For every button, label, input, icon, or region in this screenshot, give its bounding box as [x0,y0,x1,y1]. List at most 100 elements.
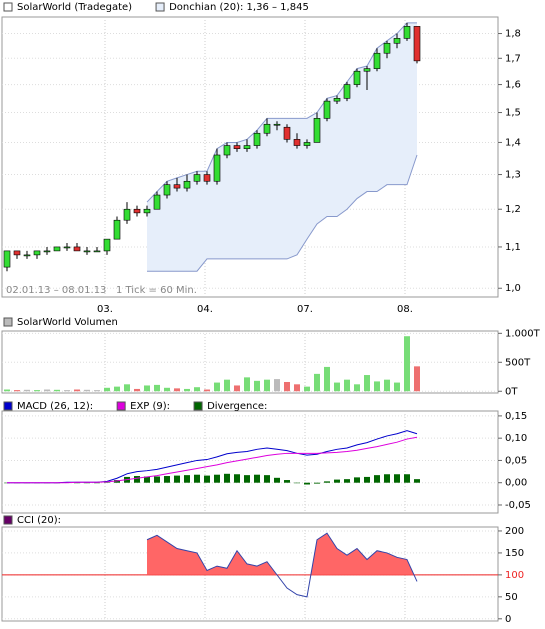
candle-body [343,84,351,99]
volume-bar [324,366,330,392]
legend-label: CCI (20): [17,515,61,526]
divergence-bar [394,474,400,483]
divergence-bar [194,474,200,483]
volume-bar [314,373,320,392]
volume-bar [264,379,270,392]
divergence-bar [84,482,90,484]
y-tick-label: 1,7 [505,53,521,64]
y-tick-label: 1,4 [505,137,521,148]
divergence-bar [264,475,270,483]
volume-bar [54,389,60,392]
volume-bar [134,388,140,392]
divergence-bar [204,475,210,483]
volume-bar [124,384,130,392]
divergence-bar [414,479,420,483]
y-tick-label: 150 [505,548,524,559]
y-tick-label: 50 [505,592,518,603]
y-tick-label: 0T [505,386,518,397]
y-tick-label: 0,10 [505,433,527,444]
divergence-bar [364,476,370,483]
volume-bar [34,390,40,392]
volume-bar [64,390,70,392]
candle-body [103,238,111,252]
y-tick-label: 1,0 [505,283,521,294]
divergence-bar [314,482,320,484]
volume-bar [84,389,90,392]
candle-body [383,42,391,54]
y-tick-label: 0,15 [505,411,527,422]
divergence-bar [144,476,150,483]
candle-body [323,100,331,119]
legend-swatch [3,2,13,12]
candle-body [133,208,141,214]
volume-bar [144,385,150,392]
divergence-bar [224,473,230,483]
divergence-bar [254,474,260,483]
legend-swatch [3,515,13,525]
divergence-bar [294,482,300,484]
volume-bar [114,386,120,392]
candle-body [413,26,421,62]
divergence-bar [214,474,220,483]
divergence-bar [74,482,80,484]
volume-bar [284,381,290,392]
candle-body [183,180,191,189]
candle-body [243,145,251,149]
volume-bar [374,381,380,392]
candle-body [393,38,401,44]
candle-body [43,250,51,253]
divergence-bar [374,475,380,483]
candle-body [353,70,361,85]
y-tick-label: 1,1 [505,242,521,253]
annotation: 02.01.13 – 08.01.13 1 Tick = 60 Min. [6,285,197,296]
volume-bar [244,377,250,392]
volume-bar [24,389,30,392]
candle-body [73,246,81,252]
y-tick-label: -0,05 [505,500,531,511]
divergence-bar [104,482,110,483]
legend-label: EXP (9): [130,401,170,412]
divergence-bar [334,479,340,483]
divergence-bar [164,476,170,483]
candle-body [333,98,341,102]
candle-body [293,139,301,146]
volume-bar [14,390,20,392]
divergence-bar [184,475,190,483]
volume-bar [44,389,50,392]
y-tick-label: 1,2 [505,204,521,215]
candle-body [253,132,261,146]
divergence-bar [94,482,100,484]
candle-body [223,145,231,156]
cci-line [146,532,418,598]
divergence-bar [234,474,240,483]
divergence-bar [344,479,350,483]
volume-bar [384,379,390,392]
candle-body [83,250,91,253]
candle-body [93,250,101,253]
plot-area [1,410,499,514]
divergence-bar [134,476,140,483]
candle-body [173,184,181,189]
divergence-bar [354,477,360,483]
divergence-bar [324,481,330,483]
candle-body [203,174,211,182]
volume-bar [74,389,80,392]
volume-bar [184,388,190,392]
y-tick-label: 1.000T [505,328,541,339]
legend-label: Divergence: [207,401,267,412]
volume-bar [214,382,220,392]
candle-body [403,26,411,39]
volume-bar [274,379,280,392]
divergence-bar [244,475,250,483]
candle-body [273,123,281,126]
cci-area [147,533,417,575]
divergence-bar [274,477,280,483]
x-tick-label: 03. [97,304,113,315]
legend-swatch [155,2,165,12]
volume-bar [224,379,230,392]
volume-bar [174,388,180,392]
volume-bar [344,379,350,392]
legend-swatch [3,317,13,327]
divergence-bar [384,474,390,483]
